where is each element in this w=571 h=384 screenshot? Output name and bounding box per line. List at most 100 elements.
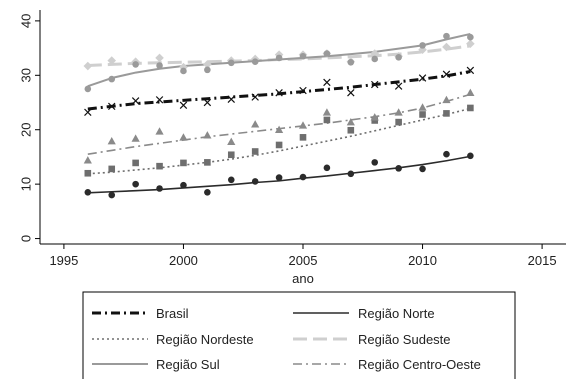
y-tick-label: 20	[18, 122, 33, 136]
data-point-series-2	[156, 162, 163, 170]
data-point-series-1	[419, 165, 426, 173]
y-tick-label: 0	[18, 235, 33, 242]
data-point-series-2	[180, 159, 187, 167]
data-point-series-2	[395, 118, 402, 126]
data-point-series-0	[371, 80, 379, 89]
data-point-series-5	[251, 120, 260, 128]
data-point-series-1	[156, 185, 163, 192]
y-tick-label: 40	[18, 14, 33, 28]
data-point-series-3	[203, 60, 212, 69]
data-point-series-5	[418, 103, 427, 111]
data-point-series-4	[299, 52, 307, 60]
data-point-series-2	[227, 151, 235, 159]
data-point-series-2	[108, 165, 116, 173]
data-point-series-5	[83, 156, 92, 164]
data-point-series-5	[107, 137, 116, 145]
data-point-series-5	[322, 108, 332, 116]
data-point-series-3	[107, 56, 117, 65]
data-point-series-1	[371, 159, 379, 166]
legend-label-series-2: Região Nordeste	[156, 332, 254, 347]
data-point-series-2	[347, 126, 355, 134]
data-point-series-0	[466, 66, 475, 75]
data-point-series-4	[323, 50, 331, 57]
data-point-series-1	[227, 176, 235, 184]
data-point-series-1	[251, 178, 259, 185]
data-point-series-3	[370, 49, 380, 58]
data-point-series-4	[275, 54, 283, 62]
fit-line-series-0	[87, 70, 471, 111]
x-tick-label: 2010	[408, 253, 437, 268]
data-point-series-2	[299, 134, 307, 141]
legend-label-series-3: Região Sudeste	[358, 332, 451, 347]
data-point-series-5	[394, 108, 403, 116]
x-tick-label: 2015	[528, 253, 557, 268]
data-point-series-0	[84, 108, 92, 117]
data-point-series-0	[394, 82, 403, 90]
data-point-series-3	[179, 62, 188, 72]
data-point-series-4	[204, 66, 211, 74]
data-point-series-1	[132, 180, 139, 188]
data-point-series-4	[227, 59, 235, 67]
data-point-series-0	[275, 88, 283, 97]
legend: Brasil Região Norte Região Nordeste Região …	[82, 291, 516, 381]
data-point-series-0	[131, 97, 140, 105]
data-point-series-4	[419, 42, 426, 49]
legend-label-series-1: Região Norte	[358, 306, 435, 321]
legend-box	[82, 291, 516, 381]
data-point-series-5	[131, 134, 140, 142]
data-point-series-0	[203, 98, 212, 107]
data-point-series-4	[84, 85, 92, 93]
x-tick-label: 1995	[49, 253, 78, 268]
data-point-series-5	[203, 131, 212, 139]
data-point-series-5	[179, 133, 188, 141]
data-point-series-1	[275, 174, 283, 181]
data-point-series-4	[251, 58, 259, 65]
data-point-series-5	[346, 118, 355, 126]
data-point-series-4	[443, 32, 450, 40]
data-point-series-2	[443, 110, 450, 117]
y-tick-label: 10	[18, 177, 33, 191]
data-point-series-0	[179, 101, 188, 109]
data-point-series-5	[155, 127, 164, 135]
data-point-series-1	[347, 170, 355, 178]
data-point-series-1	[299, 173, 307, 181]
x-tick-label: 2005	[289, 253, 318, 268]
data-point-series-5	[442, 95, 451, 104]
fit-line-series-2	[87, 107, 471, 175]
legend-label-series-4: Região Sul	[156, 357, 220, 372]
data-point-series-2	[275, 141, 283, 149]
data-point-series-4	[467, 33, 474, 41]
data-point-series-0	[251, 93, 259, 101]
data-point-series-3	[466, 39, 475, 49]
data-point-series-5	[370, 113, 379, 121]
data-point-series-2	[467, 104, 474, 112]
data-point-series-3	[83, 61, 93, 71]
data-point-series-4	[108, 75, 116, 83]
data-point-series-1	[204, 189, 211, 196]
data-point-series-1	[323, 164, 331, 172]
axes: 0 10 20 30 40 1995 2000 2005 2010 2015 ano	[18, 10, 566, 286]
data-point-series-1	[443, 150, 450, 158]
data-point-series-3	[155, 53, 164, 63]
data-point-series-4	[347, 58, 355, 66]
data-markers	[83, 32, 475, 199]
data-point-series-2	[132, 159, 139, 167]
data-point-series-2	[323, 116, 331, 124]
data-point-series-1	[108, 191, 116, 199]
data-point-series-4	[180, 67, 187, 75]
x-tick-label: 2000	[169, 253, 198, 268]
data-point-series-0	[299, 86, 307, 95]
data-point-series-0	[442, 70, 451, 78]
data-point-series-5	[274, 125, 284, 134]
x-axis-label: ano	[292, 271, 314, 286]
y-tick-label: 30	[18, 68, 33, 82]
data-point-series-0	[418, 74, 427, 82]
data-point-series-0	[108, 102, 116, 111]
data-point-series-4	[395, 54, 402, 61]
data-point-series-5	[227, 137, 236, 145]
legend-label-series-0: Brasil	[156, 306, 189, 321]
data-point-series-4	[132, 61, 139, 68]
data-point-series-1	[84, 189, 92, 196]
data-point-series-4	[156, 62, 163, 69]
